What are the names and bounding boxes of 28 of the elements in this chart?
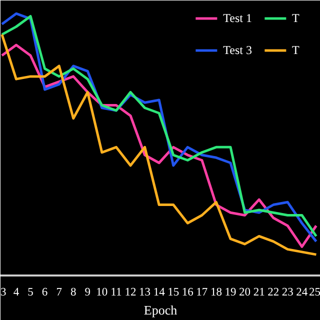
x-tick-label: 4: [13, 286, 20, 298]
x-tick-label: 21: [253, 286, 266, 298]
x-tick-label: 15: [168, 286, 180, 298]
legend-label: T: [292, 42, 300, 58]
x-tick-label: 23: [282, 286, 294, 298]
x-tick-label: 22: [268, 286, 280, 298]
x-tick-label: 8: [70, 286, 76, 298]
legend-label: T: [292, 10, 300, 26]
x-tick-label: 13: [139, 286, 151, 298]
x-tick-label: 9: [84, 286, 91, 298]
x-tick-label: 12: [124, 286, 136, 298]
x-tick-label: 19: [224, 286, 236, 298]
x-tick-label: 6: [42, 286, 48, 298]
x-tick-label: 24: [296, 286, 308, 298]
x-tick-label: 5: [28, 286, 34, 298]
x-tick-label: 7: [56, 286, 62, 298]
x-tick-label: 25: [309, 286, 320, 298]
x-tick-label: 3: [0, 286, 6, 298]
legend-label: Test 3: [223, 42, 252, 58]
x-tick-label: 20: [239, 286, 251, 298]
x-tick-label: 14: [153, 286, 166, 298]
legend-label: Test 1: [223, 10, 252, 26]
x-axis-title: Epoch: [144, 302, 178, 318]
x-tick-label: 10: [96, 286, 108, 298]
x-tick-label: 16: [182, 286, 194, 298]
x-tick-label: 17: [196, 286, 208, 298]
x-tick-label: 18: [210, 286, 222, 298]
x-tick-label: 11: [110, 286, 122, 298]
